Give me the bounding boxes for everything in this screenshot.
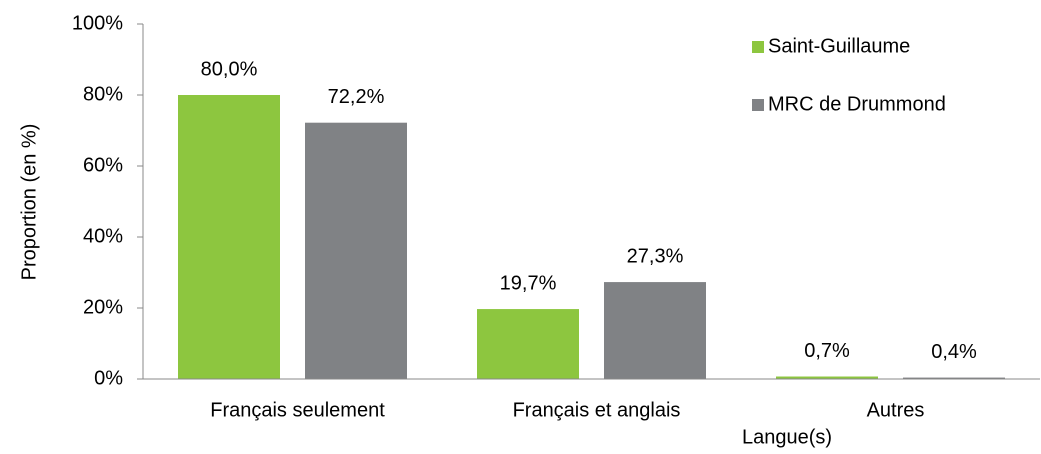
y-tick-label: 60% <box>83 154 123 176</box>
y-tick-label: 0% <box>94 367 123 389</box>
bar <box>903 377 1005 379</box>
legend-label: Saint-Guillaume <box>768 35 910 57</box>
bar <box>178 95 280 379</box>
x-tick-label: Français seulement <box>210 399 385 421</box>
y-tick-label: 20% <box>83 296 123 318</box>
bar <box>477 309 579 379</box>
y-tick-label: 100% <box>72 12 123 34</box>
legend-swatch <box>752 41 764 53</box>
y-axis-label: Proportion (en %) <box>18 124 40 281</box>
data-label: 72,2% <box>328 86 385 108</box>
legend-label: MRC de Drummond <box>768 93 946 115</box>
x-tick-label: Autres <box>867 399 925 421</box>
data-label: 19,7% <box>500 272 557 294</box>
data-label: 27,3% <box>627 245 684 267</box>
bar <box>305 122 407 379</box>
bar <box>604 282 706 379</box>
data-label: 0,4% <box>931 341 977 363</box>
x-axis-label: Langue(s) <box>742 426 832 448</box>
y-tick-label: 80% <box>83 83 123 105</box>
data-label: 0,7% <box>804 340 850 362</box>
bar <box>776 376 878 379</box>
data-label: 80,0% <box>201 58 258 80</box>
legend-swatch <box>752 99 764 111</box>
x-tick-label: Français et anglais <box>513 399 681 421</box>
y-tick-label: 40% <box>83 225 123 247</box>
